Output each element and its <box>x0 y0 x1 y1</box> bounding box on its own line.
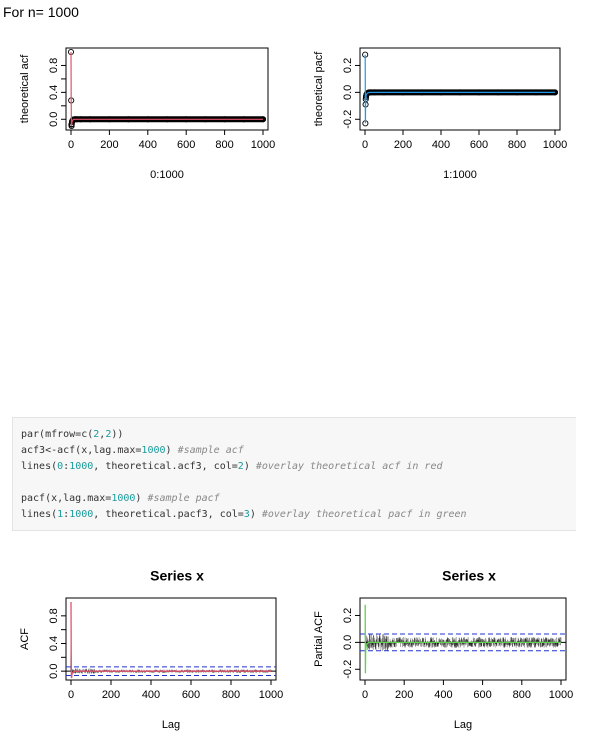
code-token: par(mfrow=c( <box>21 429 94 440</box>
x-tick-label: 600 <box>177 139 195 151</box>
code-token: 0 <box>57 461 64 472</box>
theoretical-overlay-line <box>364 604 561 674</box>
chart-title: Series x <box>150 567 204 583</box>
y-axis-label: ACF <box>19 628 31 650</box>
code-token: ) <box>249 509 262 520</box>
plot-frame <box>359 47 561 131</box>
code-line: lines(0:1000, theoretical.acf3, col=2) #… <box>21 459 576 475</box>
code-token: #sample pacf <box>147 493 220 504</box>
code-token: #overlay theoretical pacf in green <box>261 509 467 520</box>
y-tick-label: 0.0 <box>342 85 354 100</box>
code-line: acf3<-acf(x,lag.max=1000) #sample acf <box>21 443 576 459</box>
y-axis-label: theoretical acf <box>19 54 31 123</box>
y-tick-label: 0.0 <box>48 112 60 127</box>
x-axis-label: 0:1000 <box>150 169 184 181</box>
code-token: ) <box>243 461 256 472</box>
code-token: )) <box>111 429 124 440</box>
code-line <box>21 475 576 491</box>
x-axis-label: Lag <box>454 719 472 731</box>
x-tick-label: 600 <box>182 689 200 701</box>
code-token: pacf(x,lag.max= <box>21 493 112 504</box>
code-token: 1000 <box>69 461 94 472</box>
y-tick-label: 0.2 <box>342 58 354 73</box>
x-tick-label: 800 <box>222 689 240 701</box>
x-axis-label: 1:1000 <box>443 169 477 181</box>
x-tick-label: 800 <box>508 139 526 151</box>
plot-frame <box>359 597 567 681</box>
plot-frame <box>65 47 269 131</box>
x-tick-label: 400 <box>142 689 160 701</box>
code-token: : <box>63 509 70 520</box>
theoretical-pacf-plot: 0 200 400 600 800 1000 -0.2 0.0 0.2 1:1000 theoret… <box>313 47 567 181</box>
x-tick-label: 0 <box>362 689 368 701</box>
x-tick-label: 1000 <box>259 689 283 701</box>
y-tick-label: -0.2 <box>342 660 354 679</box>
y-tick-label: 0.8 <box>48 608 60 623</box>
code-token: 3 <box>243 509 250 520</box>
code-token: 2 <box>237 461 244 472</box>
code-token: 2 <box>93 429 100 440</box>
theoretical-acf-plot: 0 200 400 600 800 1000 0.0 0.4 0.8 0:1000 theoreti… <box>19 47 275 181</box>
r-code-block: par(mfrow=c(2,2)) acf3<-acf(x,lag.max=100… <box>12 417 576 531</box>
y-tick-label: 0.0 <box>342 635 354 650</box>
y-tick-label: 0.4 <box>48 85 60 100</box>
sample-acf-plot: Series x 0 200 400 600 800 1000 0.0 0.4 0.8 Lag ACF <box>19 567 283 731</box>
y-tick-label: 0.4 <box>48 636 60 651</box>
x-tick-label: 0 <box>362 139 368 151</box>
code-token: , <box>99 429 106 440</box>
code-token: ) <box>165 445 178 456</box>
x-tick-label: 1000 <box>543 139 567 151</box>
x-tick-label: 200 <box>102 689 120 701</box>
x-tick-label: 400 <box>432 139 450 151</box>
theoretical-overlay-line <box>70 601 271 679</box>
x-tick-label: 400 <box>139 139 157 151</box>
chart-title: Series x <box>442 567 496 583</box>
theoretical-line <box>364 54 555 124</box>
code-token: : <box>63 461 70 472</box>
x-tick-label: 600 <box>470 139 488 151</box>
code-token: 1000 <box>69 509 94 520</box>
code-token: #overlay theoretical acf in red <box>255 461 443 472</box>
y-tick-label: 0.8 <box>48 58 60 73</box>
plot-frame <box>65 597 277 681</box>
x-tick-label: 400 <box>434 689 452 701</box>
x-tick-label: 1000 <box>549 689 573 701</box>
code-token: #sample acf <box>177 445 244 456</box>
code-token: , theoretical.acf3, col= <box>93 461 238 472</box>
y-axis-label: theoretical pacf <box>313 51 325 127</box>
x-tick-label: 1000 <box>251 139 275 151</box>
code-token: lines( <box>21 461 58 472</box>
code-token: , theoretical.pacf3, col= <box>93 509 244 520</box>
code-line: pacf(x,lag.max=1000) #sample pacf <box>21 491 576 507</box>
x-tick-label: 800 <box>215 139 233 151</box>
heading-text: For n= 1000 <box>3 4 79 20</box>
code-token: lines( <box>21 509 58 520</box>
code-token: 1000 <box>111 493 136 504</box>
x-tick-label: 0 <box>68 689 74 701</box>
y-axis-label: Partial ACF <box>313 611 325 667</box>
y-tick-label: 0.2 <box>342 608 354 623</box>
x-tick-label: 200 <box>100 139 118 151</box>
code-line: par(mfrow=c(2,2)) <box>21 427 576 443</box>
theoretical-line <box>70 51 263 127</box>
y-tick-label: 0.0 <box>48 664 60 679</box>
code-token: 1 <box>57 509 64 520</box>
x-axis-label: Lag <box>162 719 180 731</box>
x-tick-label: 0 <box>68 139 74 151</box>
sample-pacf-plot: Series x 0 200 400 600 800 1000 -0.2 0.0 0.2 Lag Pa… <box>313 567 573 731</box>
code-token: ) <box>135 493 148 504</box>
x-tick-label: 600 <box>473 689 491 701</box>
code-token: acf3<-acf(x,lag.max= <box>21 445 142 456</box>
x-tick-label: 800 <box>513 689 531 701</box>
code-line: lines(1:1000, theoretical.pacf3, col=3) … <box>21 507 576 523</box>
x-tick-label: 200 <box>395 689 413 701</box>
y-tick-label: -0.2 <box>342 110 354 129</box>
x-tick-label: 200 <box>394 139 412 151</box>
code-token: 1000 <box>141 445 166 456</box>
code-token: 2 <box>105 429 112 440</box>
